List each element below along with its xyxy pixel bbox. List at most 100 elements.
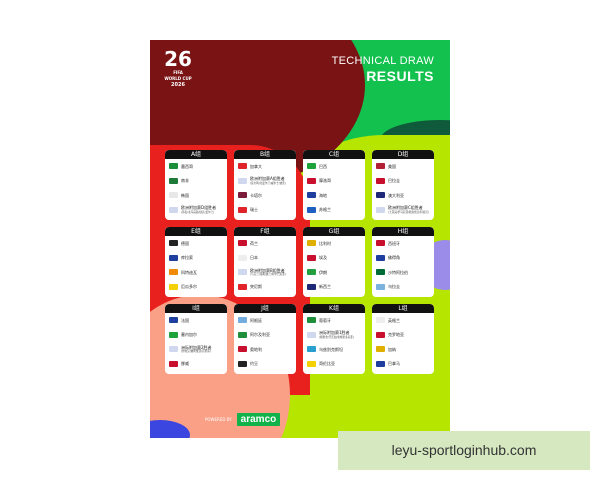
team-name: 埃及 [319,255,327,261]
flag-icon [169,240,178,247]
team-row: 乌拉圭 [372,280,434,295]
flag-icon [238,254,247,261]
flag-icon [169,192,178,199]
background-shape [150,420,190,438]
team-row: 欧洲附加赛A组胜者 (意大利/北爱尔兰/威尔士/波黑) [234,174,296,189]
flag-icon [376,163,385,170]
flag-icon [307,206,316,213]
team-name-wrap: 克罗地亚 [388,332,404,337]
group-card: I组 法国 塞内加尔 洲际附加赛2胜者 (伊拉克/玻利维亚/苏里南) 挪威 [165,304,227,374]
team-sub: (土耳其/罗马尼亚/斯洛伐克/科索沃) [388,210,429,214]
flag-icon [238,317,247,324]
team-row: 韩国 [165,188,227,203]
team-name-wrap: 欧洲附加赛B组胜者 (乌克兰/瑞典/波兰/阿尔巴尼亚) [250,268,286,277]
team-row: 美国 [372,159,434,174]
team-name: 乌兹别克斯坦 [319,346,343,352]
team-name-wrap: 约旦 [250,361,258,366]
team-name: 乌拉圭 [388,284,400,290]
team-row: 阿根廷 [234,313,296,328]
team-row: 葡萄牙 [303,313,365,328]
group-card: B组 加拿大 欧洲附加赛A组胜者 (意大利/北爱尔兰/威尔士/波黑) 卡塔尔 瑞士 [234,150,296,220]
team-name-wrap: 哥伦比亚 [319,361,335,366]
group-header: B组 [234,150,296,159]
flag-icon [307,192,316,199]
team-name-wrap: 库拉索 [181,255,193,260]
team-name-wrap: 南非 [181,178,189,183]
flag-icon [169,177,178,184]
team-name: 阿尔及利亚 [250,332,270,338]
team-name-wrap: 苏格兰 [319,207,331,212]
team-row: 阿尔及利亚 [234,328,296,343]
flag-icon [376,317,385,324]
team-name: 卡塔尔 [250,192,262,198]
sponsor-footer: POWERED BY aramco [205,413,281,426]
team-name: 西班牙 [388,240,400,246]
team-name-wrap: 瑞士 [250,207,258,212]
team-name: 佛得角 [388,255,400,261]
team-name: 海地 [319,192,327,198]
flag-icon [169,317,178,324]
flag-icon [169,360,178,367]
team-name: 英格兰 [388,317,400,323]
flag-icon [238,283,247,290]
flag-icon [238,240,247,247]
team-name-wrap: 巴西 [319,164,327,169]
flag-icon [238,346,247,353]
flag-icon [169,283,178,290]
team-row: 巴拉圭 [372,174,434,189]
flag-icon [376,240,385,247]
team-name: 加拿大 [250,163,262,169]
flag-icon [238,192,247,199]
team-name: 欧洲附加赛A组胜者 [250,176,285,182]
team-name: 巴拿马 [388,361,400,367]
flag-icon [307,283,316,290]
world-cup-logo: 26 FIFA WORLD CUP 2026 [164,48,192,89]
team-name: 比利时 [319,240,331,246]
team-name-wrap: 突尼斯 [250,284,262,289]
group-header: C组 [303,150,365,159]
poster-title: TECHNICAL DRAW RESULTS [332,54,434,85]
team-row: 库拉索 [165,251,227,266]
flag-icon [307,360,316,367]
team-name: 澳大利亚 [388,192,404,198]
team-name: 加纳 [388,346,396,352]
team-row: 佛得角 [372,251,434,266]
team-name: 沙特阿拉伯 [388,269,408,275]
team-name-wrap: 英格兰 [388,318,400,323]
team-row: 南非 [165,174,227,189]
team-name: 巴拉圭 [388,178,400,184]
team-name-wrap: 欧洲附加赛D组胜者 (丹麦/北马其顿/捷克/爱尔兰) [181,205,216,214]
group-header: G组 [303,227,365,236]
team-name-wrap: 西班牙 [388,241,400,246]
team-sub: (伊拉克/玻利维亚/苏里南) [181,350,211,354]
team-name: 欧洲附加赛C组胜者 [388,205,423,211]
team-name-wrap: 卡塔尔 [250,193,262,198]
flag-icon [376,346,385,353]
team-row: 约旦 [234,357,296,372]
title-line2: RESULTS [366,68,434,84]
group-card: K组 葡萄牙 洲际附加赛1胜者 (刚果金/牙买加/新喀里多尼亚) 乌兹别克斯坦 哥… [303,304,365,374]
flag-icon [307,317,316,324]
team-row: 伊朗 [303,265,365,280]
flag-icon [307,269,316,276]
team-row: 苏格兰 [303,203,365,218]
group-card: H组 西班牙 佛得角 沙特阿拉伯 乌拉圭 [372,227,434,297]
team-name-wrap: 韩国 [181,193,189,198]
team-row: 欧洲附加赛B组胜者 (乌克兰/瑞典/波兰/阿尔巴尼亚) [234,265,296,280]
flag-icon [376,360,385,367]
group-card: A组 墨西哥 南非 韩国 欧洲附加赛D组胜者 (丹麦/北马其顿/捷克/爱尔兰) [165,150,227,220]
team-name: 挪威 [181,361,189,367]
title-line1: TECHNICAL DRAW [331,55,434,67]
group-header: J组 [234,304,296,313]
team-name-wrap: 沙特阿拉伯 [388,270,408,275]
flag-icon [307,331,316,338]
team-name-wrap: 巴拉圭 [388,178,400,183]
team-row: 奥地利 [234,342,296,357]
powered-by-label: POWERED BY [205,417,232,422]
team-row: 洲际附加赛1胜者 (刚果金/牙买加/新喀里多尼亚) [303,328,365,343]
group-card: D组 美国 巴拉圭 澳大利亚 欧洲附加赛C组胜者 (土耳其/罗马尼亚/斯洛伐克/科… [372,150,434,220]
flag-icon [238,360,247,367]
team-row: 厄瓜多尔 [165,280,227,295]
group-header: E组 [165,227,227,236]
flag-icon [307,240,316,247]
